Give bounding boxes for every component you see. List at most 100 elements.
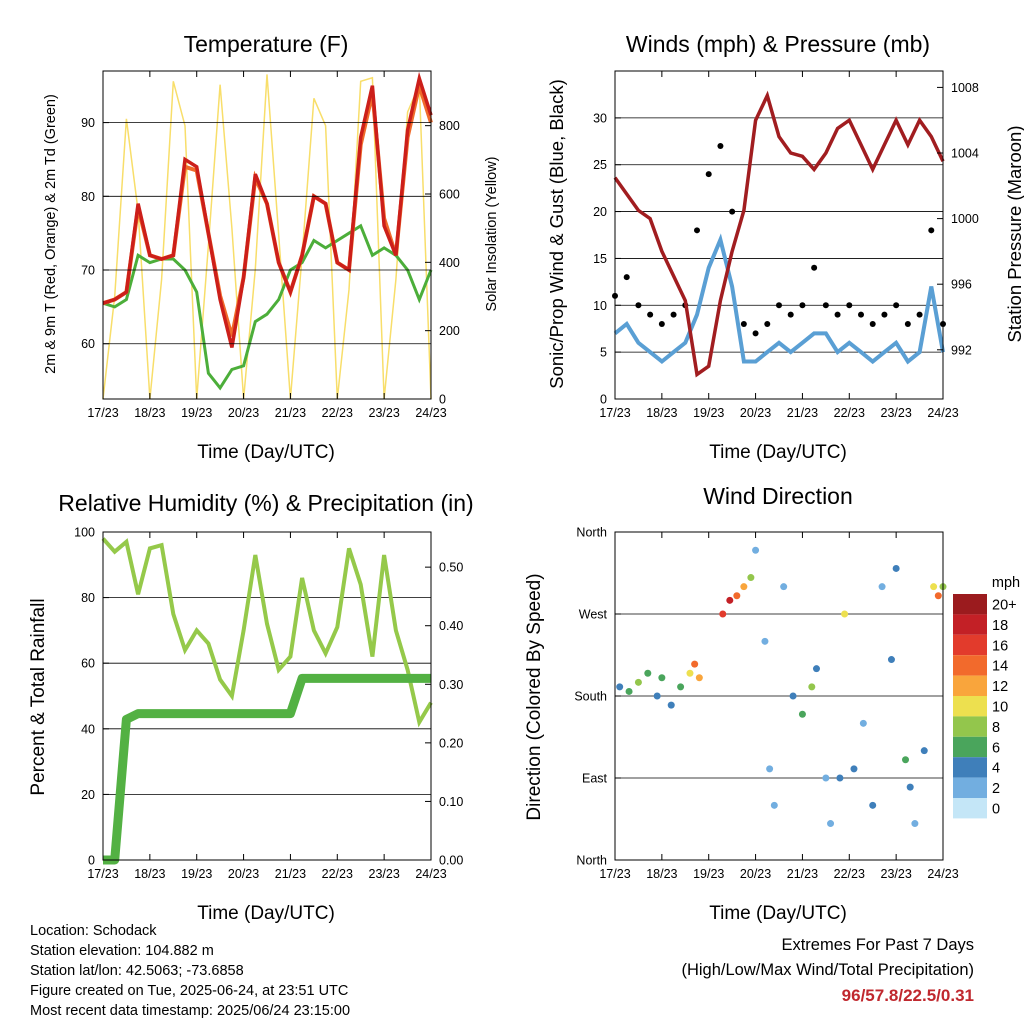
temp-xtick-label: 17/23: [87, 406, 118, 420]
rh-xtick-label: 19/23: [181, 867, 212, 881]
legend-swatch: [953, 716, 987, 737]
humidity-plot-area: 0 20 40 60 80 100 17/23 18/23 19/23 20/23 21/23 22/…: [74, 526, 463, 882]
temp-y2tick-label: 800: [439, 119, 460, 133]
direction-point: [616, 683, 624, 691]
temp-frame: [102, 70, 432, 400]
gust-point: [647, 311, 654, 318]
direction-point: [653, 692, 661, 700]
temp-y2tick-label: 200: [439, 324, 460, 338]
figure-created: Figure created on Tue, 2025-06-24, at 23…: [30, 983, 349, 999]
speed-legend: mph 20+ 18 16 14 12 10 8 6 4 2 0: [953, 575, 1020, 819]
gust-point: [705, 171, 712, 178]
gust-point: [928, 227, 935, 234]
gust-point: [881, 311, 888, 318]
direction-point: [752, 546, 760, 554]
dewpoint-line: [102, 223, 433, 391]
dir-ytick-label: North: [576, 854, 607, 868]
direction-point: [850, 765, 858, 773]
direction-point: [930, 583, 938, 591]
direction-point: [906, 783, 914, 791]
dir-ytick-label: North: [576, 526, 607, 540]
direction-point: [747, 574, 755, 582]
gust-point: [635, 302, 642, 309]
legend-label: 18: [992, 618, 1008, 634]
temp-ytick-label: 70: [81, 264, 95, 278]
wind-ytick-label: 15: [593, 252, 607, 266]
rh-xtick-label: 17/23: [87, 867, 118, 881]
temperature-ylabel-left: 2m & 9m T (Red, Orange) & 2m Td (Green): [43, 94, 59, 374]
wind-y2tick-label: 992: [951, 343, 972, 357]
rh-xtick-label: 24/23: [415, 867, 446, 881]
rh-ytick-label: 100: [74, 526, 95, 540]
wind-line: [613, 233, 945, 365]
legend-swatch: [953, 696, 987, 717]
wind-ytick-label: 10: [593, 299, 607, 313]
temperature-title: Temperature (F): [184, 31, 349, 57]
legend-swatch: [953, 655, 987, 676]
direction-point: [789, 692, 797, 700]
rh-y2tick-label: 0.30: [439, 678, 463, 692]
temp-ytick-label: 80: [81, 190, 95, 204]
humidity-xlabel: Time (Day/UTC): [197, 903, 335, 924]
legend-swatch: [953, 675, 987, 696]
solar-line: [102, 74, 432, 400]
extremes-values: 96/57.8/22.5/0.31: [841, 986, 974, 1005]
legend-label: 16: [992, 638, 1008, 654]
legend-swatch: [953, 798, 987, 819]
temp-y2tick-label: 600: [439, 188, 460, 202]
rh-y2tick-label: 0.20: [439, 736, 463, 750]
direction-panel: Wind Direction NorthEastSouthWestNorth17…: [524, 483, 1020, 924]
legend-swatch: [953, 634, 987, 656]
legend-swatch: [953, 614, 987, 635]
legend-title: mph: [992, 575, 1020, 591]
direction-point: [686, 669, 694, 677]
temp-xtick-label: 23/23: [369, 406, 400, 420]
pressure-line: [613, 90, 945, 378]
dir-ytick-label: South: [574, 690, 607, 704]
winds-plot-area: 0 5 10 15 20 25 30 17/23 18/23 19/23 20/23 21/23 22/…: [593, 70, 979, 420]
legend-label: 0: [992, 802, 1000, 818]
gust-point: [776, 302, 782, 309]
gust-point: [740, 321, 747, 328]
wind-frame: [614, 70, 944, 400]
direction-point: [808, 683, 816, 691]
legend-label: 6: [992, 740, 1000, 756]
gust-point: [811, 264, 818, 271]
dir-xtick-label: 18/23: [646, 867, 677, 881]
rh-frame: [102, 531, 432, 861]
direction-point: [658, 674, 666, 682]
rh-xtick-label: 18/23: [134, 867, 165, 881]
temp-y2tick-label: 400: [439, 256, 460, 270]
wind-ytick-label: 0: [600, 393, 607, 407]
direction-point: [719, 610, 727, 618]
direction-ylabel-left: Direction (Colored By Speed): [524, 573, 545, 820]
rh-y2tick-label: 0.10: [439, 795, 463, 809]
direction-point: [892, 564, 900, 572]
direction-point: [634, 678, 642, 686]
humidity-panel: Relative Humidity (%) & Precipitation (i…: [28, 490, 474, 924]
legend-swatch: [953, 777, 987, 798]
wind-xtick-label: 20/23: [740, 406, 771, 420]
direction-point: [625, 687, 633, 695]
gust-point: [729, 208, 736, 215]
direction-point: [911, 820, 919, 828]
direction-point: [859, 719, 867, 727]
rh-line: [101, 537, 433, 728]
direction-point: [920, 747, 928, 755]
dir-xtick-label: 24/23: [927, 867, 958, 881]
wind-ytick-label: 20: [593, 205, 607, 219]
direction-point: [695, 674, 703, 682]
temperature-xlabel: Time (Day/UTC): [197, 442, 335, 463]
wind-xtick-label: 21/23: [787, 406, 818, 420]
legend-label: 2: [992, 781, 1000, 797]
temp-xtick-label: 19/23: [181, 406, 212, 420]
direction-point: [770, 801, 778, 809]
temp-2m-line: [102, 71, 433, 348]
direction-point: [733, 592, 741, 600]
temp-ytick-label: 90: [81, 116, 95, 130]
precip-line: [103, 673, 431, 865]
rh-ytick-label: 40: [81, 722, 95, 736]
legend-label: 10: [992, 700, 1008, 716]
